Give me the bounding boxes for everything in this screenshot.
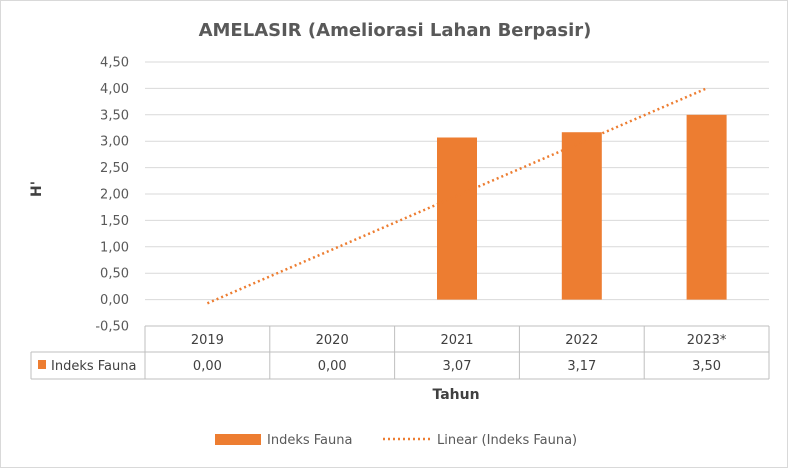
table-value: 3,07	[443, 359, 472, 374]
x-category-label: 2020	[316, 333, 349, 348]
y-tick-label: 2,50	[100, 161, 129, 176]
y-axis-ticks: 4,50 4,00 3,50 3,00 2,50 2,00 1,50 1,00 0,50 0,00…	[95, 56, 129, 335]
x-category-label: 2022	[565, 333, 598, 348]
chart-title: AMELASIR (Ameliorasi Lahan Berpasir)	[199, 20, 592, 41]
table-value: 3,17	[567, 359, 596, 374]
y-tick-label: 4,50	[100, 56, 129, 71]
bars	[437, 114, 727, 300]
trendline	[206, 87, 708, 305]
y-tick-label: 0,00	[100, 293, 129, 308]
table-value: 3,50	[692, 359, 721, 374]
legend: Indeks Fauna Linear (Indeks Fauna)	[215, 433, 577, 448]
data-table: 2019 0,00 2020 0,00 2021 3,07 2022 3,17 2023* 3,5…	[30, 325, 770, 380]
y-tick-label: 3,00	[100, 135, 129, 150]
y-tick-label: 3,50	[100, 108, 129, 123]
bar	[686, 114, 727, 300]
y-tick-label: -0,50	[95, 320, 129, 335]
bar	[561, 132, 602, 300]
x-category-label: 2021	[440, 333, 473, 348]
y-tick-label: 1,00	[100, 240, 129, 255]
y-tick-label: 4,00	[100, 82, 129, 97]
x-axis-title: Tahun	[432, 387, 479, 403]
table-value: 0,00	[318, 359, 347, 374]
y-tick-label: 1,50	[100, 214, 129, 229]
table-value: 0,00	[193, 359, 222, 374]
legend-bar-label: Indeks Fauna	[267, 433, 352, 448]
y-tick-label: 0,50	[100, 267, 129, 282]
x-category-label: 2019	[191, 333, 224, 348]
y-tick-label: 2,00	[100, 188, 129, 203]
trendline-line	[206, 87, 708, 305]
legend-trend-label: Linear (Indeks Fauna)	[437, 433, 577, 448]
legend-bar-swatch	[215, 434, 261, 445]
x-category-label: 2023*	[687, 333, 727, 348]
table-series-label: Indeks Fauna	[51, 359, 136, 374]
table-series-swatch	[38, 360, 46, 369]
y-axis-title: H'	[29, 181, 45, 197]
bar	[437, 137, 477, 300]
